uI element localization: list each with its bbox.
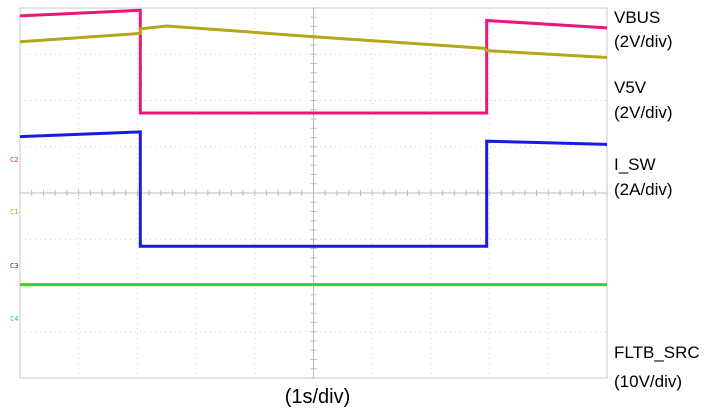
label-fltb-scale: (10V/div) xyxy=(614,372,683,391)
trace-i-sw xyxy=(19,130,608,248)
x-axis-scale-label: (1s/div) xyxy=(284,386,351,408)
channel-marker: C2 xyxy=(10,156,18,164)
label-vbus-name: VBUS xyxy=(614,8,661,27)
grid xyxy=(19,7,608,379)
trace-vbus xyxy=(19,8,608,115)
traces xyxy=(19,8,608,287)
label-isw-name: I_SW xyxy=(614,155,656,174)
label-v5v-scale: (2V/div) xyxy=(614,103,673,122)
channel-marker: C1 xyxy=(10,208,18,216)
trace-v5v xyxy=(19,24,608,59)
label-fltb-name: FLTB_SRC xyxy=(614,343,700,362)
label-vbus-scale: (2V/div) xyxy=(614,32,673,51)
channel-marker: C4 xyxy=(10,315,18,323)
label-v5v-name: V5V xyxy=(614,78,647,97)
channel-markers: C2 C1 C3 C4 xyxy=(10,156,18,323)
label-isw-scale: (2A/div) xyxy=(614,180,673,199)
channel-marker: C3 xyxy=(10,262,18,270)
